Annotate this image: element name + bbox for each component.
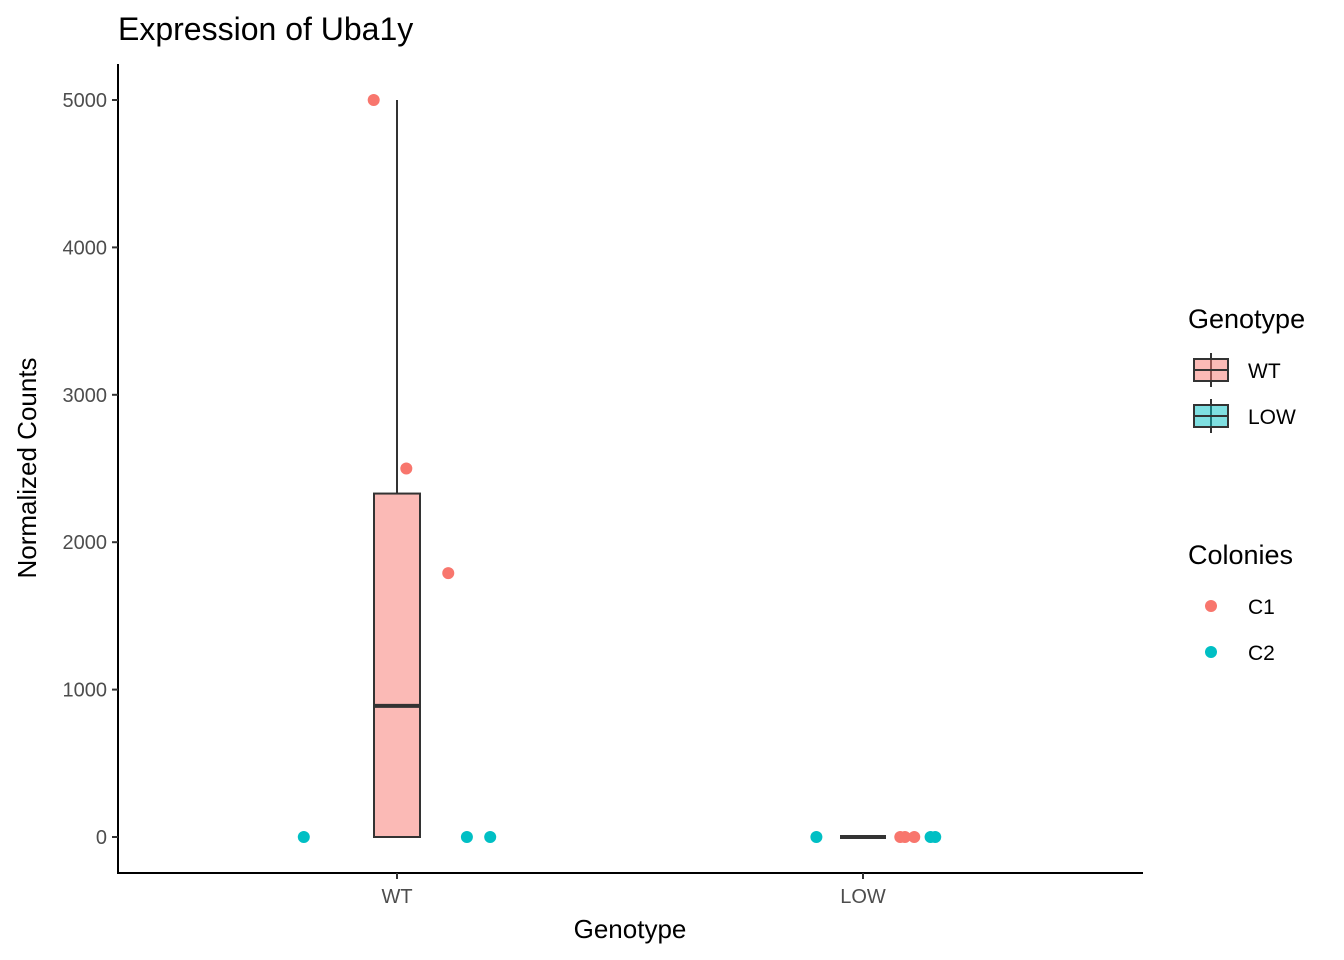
legend-key-point — [1205, 600, 1217, 612]
y-axis-title: Normalized Counts — [12, 357, 42, 578]
data-point-c2 — [460, 831, 473, 843]
box-wt — [373, 100, 421, 838]
legend-entry-low: LOW — [1193, 399, 1296, 433]
y-tick-label: 4000 — [63, 237, 108, 259]
legend-entry-c2: C2 — [1205, 642, 1275, 665]
legend-entry-wt: WT — [1193, 353, 1281, 387]
data-point-c1 — [442, 567, 455, 580]
data-point-c2 — [810, 831, 823, 843]
y-tick-label: 1000 — [63, 680, 108, 702]
chart-title: Expression of Uba1y — [118, 11, 413, 47]
data-point-c2 — [297, 831, 310, 843]
y-tick-label: 2000 — [63, 532, 108, 554]
legend-label: WT — [1248, 360, 1281, 383]
plot-area: 0 1000 2000 3000 4000 5000 WT LOW — [63, 64, 1143, 908]
data-point-c1 — [898, 831, 911, 843]
legend-key-point — [1205, 646, 1217, 658]
y-tick-label: 0 — [96, 827, 107, 849]
legend-entry-c1: C1 — [1205, 596, 1275, 619]
legend-label: LOW — [1248, 406, 1296, 429]
data-point-c1 — [908, 831, 921, 843]
y-tick-label: 5000 — [63, 90, 108, 112]
data-point-c1 — [367, 94, 380, 106]
data-point-c2 — [484, 831, 497, 843]
x-tick-label: WT — [381, 886, 412, 908]
box-body — [373, 492, 421, 838]
data-point-c1 — [400, 462, 413, 475]
legend-label: C2 — [1248, 642, 1275, 665]
y-tick-label: 3000 — [63, 385, 108, 407]
x-axis-title: Genotype — [574, 914, 687, 944]
legend-title-colonies: Colonies — [1188, 540, 1293, 570]
legend: Genotype WT LOW Colonies C1 C2 — [1188, 304, 1305, 665]
data-point-c2 — [929, 831, 942, 843]
legend-label: C1 — [1248, 596, 1275, 619]
x-tick-label: LOW — [840, 886, 886, 908]
legend-title-genotype: Genotype — [1188, 304, 1305, 334]
